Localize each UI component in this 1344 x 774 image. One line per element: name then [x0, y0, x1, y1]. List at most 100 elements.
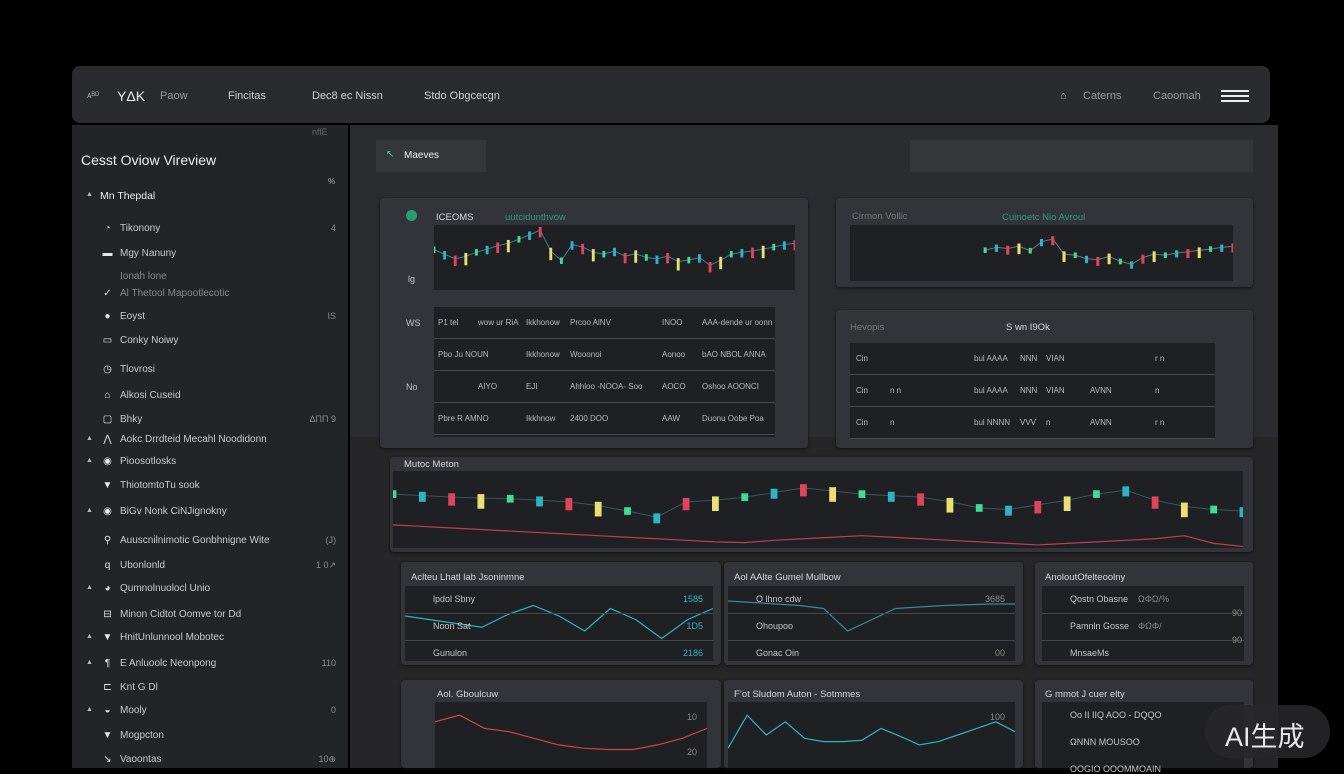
table-row[interactable]: AIYO EJI Ahhloo -NOOA- Soo AOCO Oshoo AOONCI — [434, 371, 775, 403]
nav-item-0[interactable]: Paow — [160, 90, 188, 102]
expand-arrow-icon[interactable]: ▲ — [86, 659, 93, 666]
panel1-candle — [538, 226, 542, 238]
sidebar-item[interactable]: ⊏ Knt G Dl — [72, 679, 348, 699]
sidebar-item-icon: ↘ — [103, 754, 112, 765]
nav-right-1[interactable]: Caoomah — [1153, 90, 1201, 102]
table-cell: VVV — [1020, 418, 1037, 427]
card-value: 2186 — [682, 648, 703, 658]
panel4-candle — [1005, 505, 1012, 516]
panel3-subtitle: S wn I9Ok — [1006, 322, 1050, 333]
sidebar-item[interactable]: ✓ Al Thetool Mapootlecotic — [72, 285, 348, 305]
sidebar-item-label: E Anluoolc Neonpong — [120, 658, 217, 669]
sidebar-item[interactable]: Ionah lone — [72, 268, 348, 288]
nav-item-3[interactable]: Stdo Obgcecgn — [424, 90, 500, 102]
sidebar-item[interactable]: ▬ Mgy Nanuny — [72, 245, 348, 265]
card-plot[interactable]: 100 — [728, 702, 1015, 768]
table-row[interactable]: P1 tel wow ur RiA Ikkhonow Prcoo AlNV INOO AA… — [434, 307, 775, 339]
sidebar-item[interactable]: ▲ ◒ Mooly 0 — [72, 702, 348, 722]
nav-right-0[interactable]: Caterns — [1083, 90, 1122, 102]
sidebar-item[interactable]: ▢ Bhky ΔΠΠ 9 — [72, 411, 348, 431]
sidebar-item-label: Aokc Drrdteid Mecahl Noodidonn — [120, 434, 267, 445]
sidebar-item-icon: ▢ — [102, 414, 113, 425]
sidebar-item[interactable]: ▲ ◉ BiGv Nonk CiNJignokny — [72, 503, 348, 523]
expand-arrow-icon[interactable]: ▲ — [86, 435, 93, 442]
panel4-candle — [536, 496, 543, 507]
table-cell: Ahhloo -NOOA- Soo — [570, 382, 643, 391]
table-cell: Ikkhnow — [526, 414, 556, 423]
sidebar-item-label: Ubonlonld — [120, 560, 166, 571]
card-plot[interactable]: Qostn Obasne Pamnln Gosse MnsaeMs ΩΦΩ/% ΦΩΦ/… — [1042, 586, 1244, 661]
expand-arrow-icon[interactable]: ▲ — [86, 584, 93, 591]
panel2-chart[interactable] — [850, 225, 1233, 281]
sidebar-item[interactable]: ◔ Tikonony 4 — [72, 220, 348, 240]
panel1-candle — [434, 246, 436, 253]
expand-arrow-icon[interactable]: ▲ — [86, 507, 93, 514]
table-cell: Ikkhonow — [526, 318, 560, 327]
panel4-candle — [565, 497, 573, 511]
sidebar-item-icon: ▭ — [102, 335, 113, 346]
card-value: 1585 — [682, 594, 703, 604]
panel4-candle — [682, 497, 690, 511]
table-cell: r n — [1155, 418, 1165, 427]
sidebar-item-badge: 110 — [321, 658, 336, 668]
sidebar-item[interactable]: ▼ ThiotomtoTu sook — [72, 477, 348, 497]
panel4-candle — [770, 488, 778, 499]
sidebar-item[interactable]: ▭ Conky Noiwy — [72, 332, 348, 352]
expand-arrow-icon[interactable]: ▲ — [86, 706, 93, 713]
sidebar-item-badge: 4 — [330, 223, 336, 233]
panel4-series-line — [393, 488, 1243, 517]
app-logo[interactable]: YΔK — [117, 88, 146, 104]
sidebar-item[interactable]: ↘ Vaoontas 10⊕ — [72, 751, 348, 771]
panel4-candle — [829, 487, 837, 502]
table-cell: VIAN — [1046, 354, 1065, 363]
panel1-chart[interactable] — [434, 225, 795, 290]
card-plot[interactable]: 10 20 — [435, 702, 707, 768]
nav-item-2[interactable]: Dec8 ec Nissn — [312, 90, 383, 102]
sidebar-item[interactable]: ▲ ◉ Pioosotlosks — [72, 453, 348, 473]
expand-arrow-icon[interactable]: ▲ — [86, 457, 93, 464]
panel-wide-chart: Mutoc Meton — [390, 457, 1253, 552]
table-row[interactable]: Cin n bul NNNN VVV n AVNN r n — [850, 407, 1215, 439]
sidebar-title: Cesst Oviow Vireview — [81, 152, 217, 168]
sidebar-item[interactable]: ⊟ Minon Cidtot Oomve tor Dd — [72, 606, 348, 626]
hamburger-icon[interactable] — [1221, 90, 1249, 102]
panel1-candle — [570, 241, 574, 250]
expand-arrow-icon[interactable]: ▲ — [86, 191, 93, 198]
nav-item-1[interactable]: Fincitas — [228, 90, 266, 102]
expand-arrow-icon[interactable]: ▲ — [86, 633, 93, 640]
sidebar-item[interactable]: ▲ ¶ E Anluoolc Neonpong 110 — [72, 655, 348, 675]
card-value: ΩΦΩ/% — [1138, 594, 1170, 604]
panel4-candle — [975, 504, 983, 512]
card-plot[interactable]: lpdol Sbny Noon Sat Gunulon 1585 1D5 2186 — [405, 586, 713, 661]
table-row[interactable]: Pbre R AMNO Ikkhnow 2400 DOO AAW Duonu Oobe … — [434, 403, 775, 435]
sidebar-item[interactable]: ▼ Mogpcton — [72, 727, 348, 747]
sidebar-item-icon: ◷ — [103, 364, 112, 375]
table-row[interactable]: Cin n n bul AAAA NNN VIAN AVNN n — [850, 375, 1215, 407]
card-plot[interactable]: O lhno cdw Ohoupoo Gonac Oin 3685 00 — [728, 586, 1015, 661]
panel1-candle — [581, 243, 585, 255]
arrow-icon: ↖ — [386, 149, 395, 160]
search-input[interactable] — [910, 140, 1253, 172]
table-cell: Wooonoi — [570, 350, 602, 359]
card-label: ΩNNN MOUSOO — [1070, 737, 1140, 747]
metric-card: Aol AAlte Gumel Mullbow O lhno cdw Ohoupoo… — [724, 562, 1023, 665]
sidebar-item[interactable]: ▲ ◕ Qumnolnuolocl Unio — [72, 580, 348, 600]
table-cell: Cin — [856, 418, 869, 427]
collapse-icon[interactable]: % — [328, 177, 336, 186]
sidebar-item[interactable]: ▲ ⋀ Aokc Drrdteid Mecahl Noodidonn — [72, 431, 348, 451]
panel4-candle — [917, 493, 924, 506]
table-row[interactable]: Cin bul AAAA NNN VIAN r n — [850, 343, 1215, 375]
sidebar-item[interactable]: ▲ ▼ HnitUnlunnool Mobotec — [72, 629, 348, 649]
sidebar-item[interactable]: ⚲ Auuscnilnimotic Gonbhnigne Wite (J) — [72, 532, 348, 552]
panel2-candle — [1096, 256, 1100, 266]
sidebar-item[interactable]: q Ubonlonld 1 0↗ — [72, 557, 348, 577]
panel4-chart[interactable] — [393, 471, 1243, 548]
sidebar-item[interactable]: ⌂ Alkosi Cuseid — [72, 387, 348, 407]
table-row[interactable]: Pbo Ju NOUN Ikkhonow Wooonoi Aonoo bAO NBOL … — [434, 339, 775, 371]
sidebar-item[interactable]: ● Eoyst IS — [72, 308, 348, 328]
sidebar-item[interactable]: ◷ Tlovrosi — [72, 361, 348, 381]
sidebar-item[interactable]: ▲ Mn Thepdal — [72, 187, 348, 207]
home-icon[interactable]: ⌂ — [1060, 90, 1067, 102]
moves-tab-button[interactable]: ↖ Maeves — [376, 140, 486, 172]
